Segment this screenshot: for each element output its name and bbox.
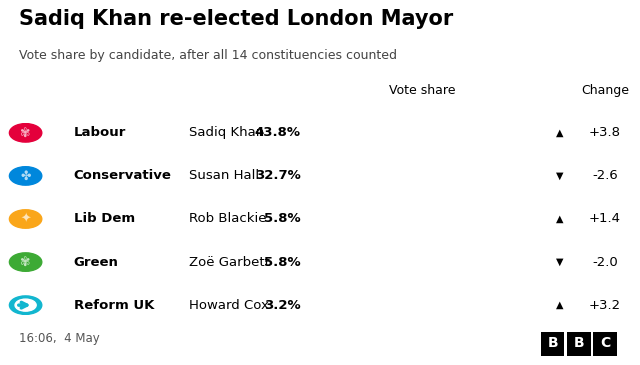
Text: 43.8%: 43.8%	[255, 126, 301, 139]
FancyBboxPatch shape	[567, 332, 591, 356]
Text: ▲: ▲	[556, 214, 564, 224]
Text: B: B	[573, 337, 584, 350]
Circle shape	[15, 299, 36, 311]
Text: Labour: Labour	[74, 126, 126, 139]
Text: Howard Cox: Howard Cox	[189, 299, 269, 312]
Circle shape	[10, 296, 42, 314]
Text: Vote share by candidate, after all 14 constituencies counted: Vote share by candidate, after all 14 co…	[19, 49, 397, 62]
Text: -2.6: -2.6	[592, 169, 618, 182]
Text: ✤: ✤	[20, 169, 31, 182]
Text: Green: Green	[74, 255, 118, 269]
Text: Vote share: Vote share	[389, 84, 456, 97]
Text: 32.7%: 32.7%	[255, 169, 301, 182]
Circle shape	[10, 167, 42, 185]
Text: +3.8: +3.8	[589, 126, 621, 139]
Text: +3.2: +3.2	[589, 299, 621, 312]
Text: 5.8%: 5.8%	[264, 212, 301, 226]
Text: Rob Blackie: Rob Blackie	[189, 212, 266, 226]
Text: Sadiq Khan re-elected London Mayor: Sadiq Khan re-elected London Mayor	[19, 9, 454, 29]
Text: Reform UK: Reform UK	[74, 299, 154, 312]
Circle shape	[10, 253, 42, 271]
Text: ✾: ✾	[20, 255, 31, 269]
Text: ▲: ▲	[556, 300, 564, 310]
FancyBboxPatch shape	[593, 332, 617, 356]
Text: ▼: ▼	[556, 257, 564, 267]
Text: Conservative: Conservative	[74, 169, 172, 182]
Text: 3.2%: 3.2%	[264, 299, 301, 312]
Text: Zoë Garbett: Zoë Garbett	[189, 255, 269, 269]
Text: +1.4: +1.4	[589, 212, 621, 226]
Text: 16:06,  4 May: 16:06, 4 May	[19, 332, 100, 345]
FancyBboxPatch shape	[541, 332, 564, 356]
Text: ▲: ▲	[556, 128, 564, 138]
Text: B: B	[547, 337, 558, 350]
Text: ▼: ▼	[556, 171, 564, 181]
Text: ✦: ✦	[20, 212, 31, 226]
Text: Change: Change	[581, 84, 628, 97]
Text: Sadiq Khan: Sadiq Khan	[189, 126, 264, 139]
Text: 5.8%: 5.8%	[264, 255, 301, 269]
Text: -2.0: -2.0	[592, 255, 618, 269]
Text: ✾: ✾	[20, 126, 31, 139]
Text: C: C	[600, 337, 610, 350]
Circle shape	[10, 210, 42, 228]
Text: Susan Hall: Susan Hall	[189, 169, 259, 182]
Circle shape	[10, 124, 42, 142]
Text: Lib Dem: Lib Dem	[74, 212, 135, 226]
